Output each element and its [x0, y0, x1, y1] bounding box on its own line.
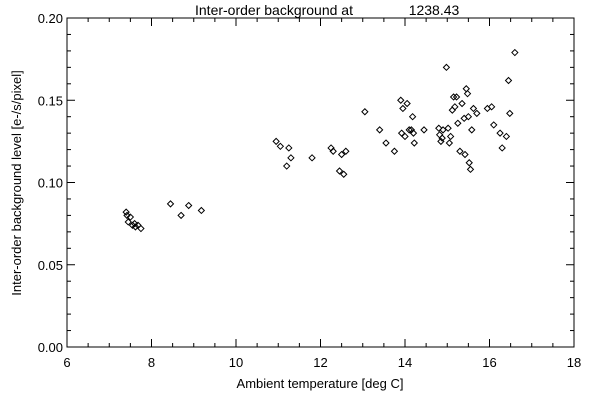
data-point [445, 139, 454, 147]
data-point [361, 108, 369, 116]
data-point [184, 201, 193, 210]
x-axis-ticks: 6 8 10 12 14 16 18 [63, 18, 581, 370]
data-point [449, 93, 458, 101]
x-tick-label: 12 [313, 355, 327, 370]
data-point [498, 144, 506, 152]
data-point [511, 48, 519, 57]
data-point [335, 167, 344, 175]
data-point [435, 131, 444, 139]
data-point [285, 144, 293, 152]
data-point [390, 147, 399, 155]
data-point [124, 218, 132, 226]
data-point [473, 109, 481, 118]
x-tick-label: 8 [148, 355, 155, 370]
data-point [123, 211, 131, 220]
data-point [287, 154, 295, 162]
data-point [399, 104, 407, 113]
x-axis-title: Ambient temperature [deg C] [237, 376, 404, 391]
y-tick-label: 0.20 [38, 11, 63, 26]
data-point [137, 224, 145, 233]
data-point [405, 126, 413, 134]
chart-title-group: Inter-order background at 1238.43 [195, 2, 460, 18]
data-point [401, 132, 409, 141]
data-point [439, 126, 447, 134]
data-point [506, 109, 514, 118]
data-point [456, 147, 464, 155]
data-point [444, 124, 452, 132]
data-point [468, 126, 476, 134]
data-point [166, 200, 175, 208]
x-tick-label: 14 [398, 355, 412, 370]
data-point [452, 93, 461, 101]
data-point [464, 112, 473, 121]
data-point [272, 137, 280, 146]
data-point [342, 147, 350, 155]
data-point [487, 103, 496, 111]
data-point [282, 162, 291, 170]
data-point [409, 129, 418, 137]
y-axis-title: Inter-order background level [e-/s/pixel… [9, 70, 24, 295]
data-point [454, 119, 462, 127]
data-point [382, 139, 390, 147]
data-point [435, 124, 443, 132]
data-point [438, 134, 446, 142]
data-point [375, 126, 384, 134]
data-point [308, 154, 316, 162]
chart-title: Inter-order background at [195, 2, 353, 18]
data-point [490, 121, 498, 129]
x-tick-label: 6 [63, 355, 70, 370]
data-point [126, 213, 135, 221]
data-point [410, 139, 419, 147]
data-point [420, 126, 428, 134]
data-point [466, 165, 475, 174]
data-point [130, 219, 139, 228]
data-point [448, 106, 457, 114]
data-point [131, 223, 140, 231]
x-tick-label: 10 [229, 355, 243, 370]
data-point [442, 63, 451, 72]
data-point [458, 99, 466, 108]
data-point [469, 104, 478, 113]
data-point [403, 99, 411, 108]
data-point [502, 132, 511, 141]
data-point [397, 96, 405, 104]
plot-frame [66, 17, 575, 348]
data-point [463, 89, 472, 98]
data-point [122, 208, 130, 216]
data-point [496, 129, 504, 137]
data-point [465, 159, 473, 167]
data-point [276, 142, 285, 151]
data-point [337, 150, 346, 159]
data-point [329, 147, 337, 155]
y-axis-ticks: 0.00 0.05 0.10 0.15 0.20 [38, 11, 574, 355]
chart-title-value: 1238.43 [409, 2, 460, 18]
data-point [446, 132, 455, 141]
data-point [340, 170, 348, 178]
data-points [122, 48, 519, 233]
y-tick-label: 0.15 [38, 93, 63, 108]
data-point [408, 112, 417, 121]
data-point [177, 211, 185, 220]
x-tick-label: 16 [482, 355, 496, 370]
data-point [451, 103, 459, 111]
x-tick-label: 18 [567, 355, 581, 370]
data-point [461, 150, 469, 159]
data-point [197, 206, 206, 215]
y-tick-label: 0.05 [38, 258, 63, 273]
y-tick-label: 0.00 [38, 340, 63, 355]
y-tick-label: 0.10 [38, 176, 63, 191]
data-point [504, 76, 513, 85]
